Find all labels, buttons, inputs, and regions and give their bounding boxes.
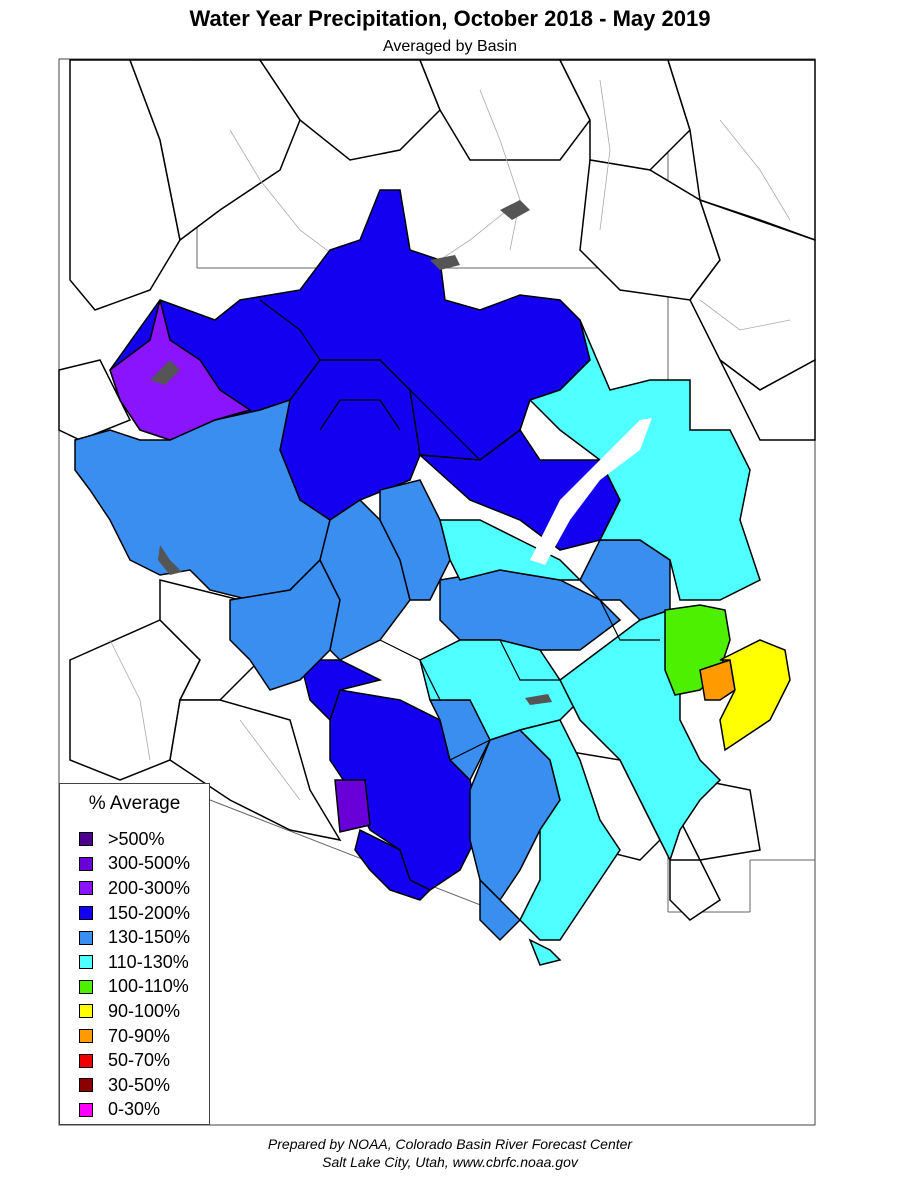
legend-item: 110-130%: [60, 950, 209, 975]
basin-pecos: [719, 639, 791, 752]
legend-swatch: [79, 1102, 93, 1117]
legend-swatch: [79, 1078, 93, 1093]
legend-label: 30-50%: [108, 1074, 171, 1095]
legend-swatch: [79, 1029, 93, 1044]
legend-item: 130-150%: [60, 925, 209, 950]
legend-label: 200-300%: [108, 877, 191, 898]
basin-rio-grande-west: [419, 639, 582, 741]
legend-item: >500%: [60, 827, 209, 852]
legend-label: >500%: [108, 828, 165, 849]
basin-white-yampa: [528, 319, 761, 601]
legend-label: 100-110%: [108, 976, 189, 997]
legend-swatch: [79, 856, 93, 871]
basin-lower-rio: [518, 719, 621, 941]
basin-upper-gila: [479, 878, 522, 942]
legend-swatch: [79, 1004, 93, 1019]
precip-basins: [74, 189, 791, 966]
legend-swatch: [79, 832, 93, 847]
legend-item: 200-300%: [60, 876, 209, 901]
legend-swatch: [79, 881, 93, 896]
map-title: Water Year Precipitation, October 2018 -…: [189, 6, 711, 31]
legend-item: 100-110%: [60, 975, 209, 1000]
legend-item: 30-50%: [60, 1073, 209, 1098]
legend-item: 300-500%: [60, 852, 209, 877]
legend-swatch: [79, 906, 93, 921]
legend-swatch: [79, 930, 93, 945]
legend-swatch: [79, 955, 93, 970]
legend-label: 300-500%: [108, 853, 191, 874]
lakes: [150, 200, 552, 705]
legend-swatch: [79, 979, 93, 994]
legend-label: 0-30%: [108, 1099, 161, 1120]
legend-label: 50-70%: [108, 1050, 171, 1071]
basin-san-rafael: [528, 938, 562, 966]
legend-item: 150-200%: [60, 901, 209, 926]
footer-credit: Prepared by NOAA, Colorado Basin River F…: [267, 1136, 633, 1152]
basin-southwest: [354, 828, 432, 901]
legend-label: 110-130%: [108, 951, 189, 972]
basin-dirty-devil: [229, 558, 341, 691]
legend-label: 130-150%: [108, 927, 191, 948]
legend-label: 90-100%: [108, 1000, 181, 1021]
sub-basin-outlines: [259, 299, 660, 871]
legend-label: 70-90%: [108, 1025, 171, 1046]
no-data-streak: [530, 418, 652, 565]
legend-label: 150-200%: [108, 902, 191, 923]
legend-swatch: [79, 1053, 93, 1068]
legend-item: 0-30%: [60, 1098, 209, 1123]
map-subtitle: Averaged by Basin: [382, 38, 517, 55]
basin-lower-gila: [334, 779, 371, 833]
basin-mora: [699, 659, 736, 701]
legend-item: 70-90%: [60, 1024, 209, 1049]
legend-title: % Average: [88, 793, 181, 814]
rivers: [109, 79, 791, 801]
legend-box: % Average >500% 300-500% 200-300% 150-20…: [59, 783, 210, 1125]
legend-item: 50-70%: [60, 1048, 209, 1073]
basin-dolores: [379, 479, 451, 601]
map-frame: [58, 58, 816, 1126]
footer-address: Salt Lake City, Utah, www.cbrfc.noaa.gov: [322, 1154, 578, 1170]
legend-item: 90-100%: [60, 999, 209, 1024]
